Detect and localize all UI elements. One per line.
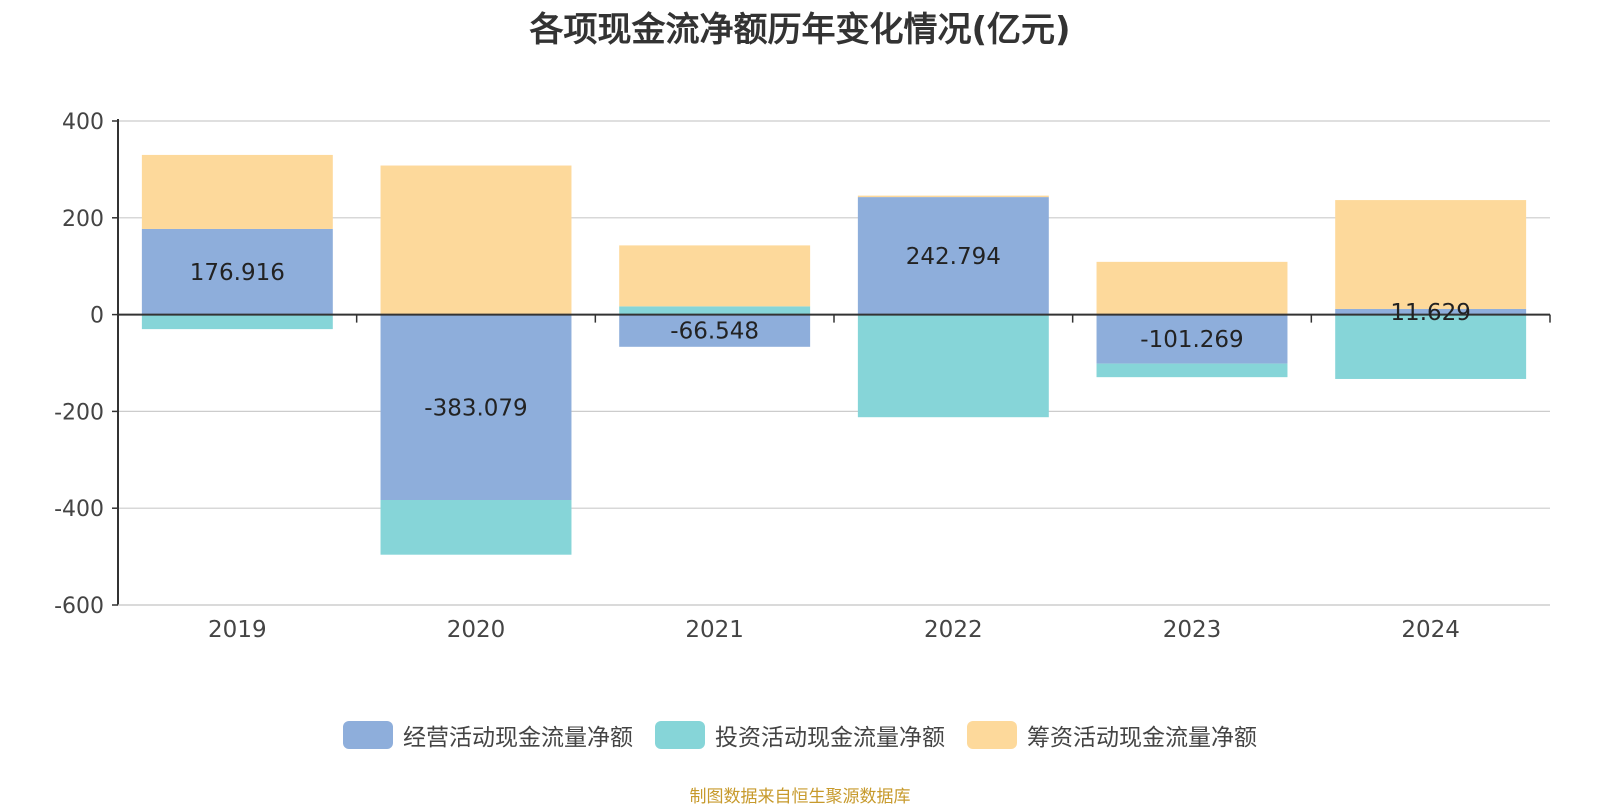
bar-investing-2020[interactable] xyxy=(380,500,572,555)
bar-financing-2021[interactable] xyxy=(619,245,811,307)
y-tick-label: -200 xyxy=(54,400,104,425)
legend-item-operating[interactable]: 经营活动现金流量净额 xyxy=(343,718,633,752)
y-tick-label: 0 xyxy=(90,304,104,329)
x-tick-label-2020: 2020 xyxy=(447,617,506,643)
bar-operating-2024[interactable] xyxy=(1335,308,1527,315)
legend-swatch-investing xyxy=(655,721,705,749)
bar-financing-2020[interactable] xyxy=(380,165,572,315)
grid-lines xyxy=(118,120,1550,606)
y-tick-label: 400 xyxy=(62,110,104,135)
legend: 经营活动现金流量净额 投资活动现金流量净额 筹资活动现金流量净额 xyxy=(0,718,1600,752)
bar-financing-2024[interactable] xyxy=(1335,200,1527,309)
bar-financing-2023[interactable] xyxy=(1096,261,1288,315)
bar-operating-2021[interactable] xyxy=(619,314,811,347)
x-tick-label-2024: 2024 xyxy=(1401,617,1460,643)
legend-item-financing[interactable]: 筹资活动现金流量净额 xyxy=(967,718,1257,752)
legend-swatch-financing xyxy=(967,721,1017,749)
bars xyxy=(141,154,1527,555)
bar-financing-2019[interactable] xyxy=(141,154,333,229)
legend-item-investing[interactable]: 投资活动现金流量净额 xyxy=(655,718,945,752)
bar-investing-2023[interactable] xyxy=(1096,363,1288,378)
data-labels: 176.916 -383.079 -66.548 242.794 -101.269 11.… xyxy=(190,244,1471,421)
data-label-2023: -101.269 xyxy=(1140,327,1243,353)
bar-financing-2022[interactable] xyxy=(857,195,1049,198)
legend-swatch-operating xyxy=(343,721,393,749)
legend-label-financing: 筹资活动现金流量净额 xyxy=(1027,725,1257,751)
legend-label-investing: 投资活动现金流量净额 xyxy=(715,725,945,751)
x-tick-label-2019: 2019 xyxy=(208,617,267,643)
y-tick-label: 200 xyxy=(62,207,104,232)
bar-operating-2022[interactable] xyxy=(857,197,1049,315)
bar-investing-2022[interactable] xyxy=(857,314,1049,418)
data-label-2021: -66.548 xyxy=(670,319,759,345)
chart-title: 各项现金流净额历年变化情况(亿元) xyxy=(529,10,1071,50)
x-tick-label-2021: 2021 xyxy=(685,617,744,643)
bar-operating-2020[interactable] xyxy=(380,314,572,501)
bar-investing-2024[interactable] xyxy=(1335,314,1527,379)
data-label-2024: 11.629 xyxy=(1390,300,1470,326)
axes: 400 200 0 -200 -400 -600 2019 2020 2021 2022 2023 2… xyxy=(54,110,1551,643)
bar-operating-2023[interactable] xyxy=(1096,314,1288,364)
data-label-2022: 242.794 xyxy=(906,244,1001,270)
x-tick-label-2023: 2023 xyxy=(1163,617,1222,643)
data-label-2019: 176.916 xyxy=(190,260,285,286)
y-tick-label: -600 xyxy=(54,594,104,619)
source-note: 制图数据来自恒生聚源数据库 xyxy=(689,787,911,807)
bar-investing-2019[interactable] xyxy=(141,314,333,330)
bar-investing-2021[interactable] xyxy=(619,306,811,315)
x-tick-label-2022: 2022 xyxy=(924,617,983,643)
data-label-2020: -383.079 xyxy=(424,395,527,421)
y-tick-label: -400 xyxy=(54,497,104,522)
bar-operating-2019[interactable] xyxy=(141,228,333,315)
legend-label-operating: 经营活动现金流量净额 xyxy=(403,725,633,751)
